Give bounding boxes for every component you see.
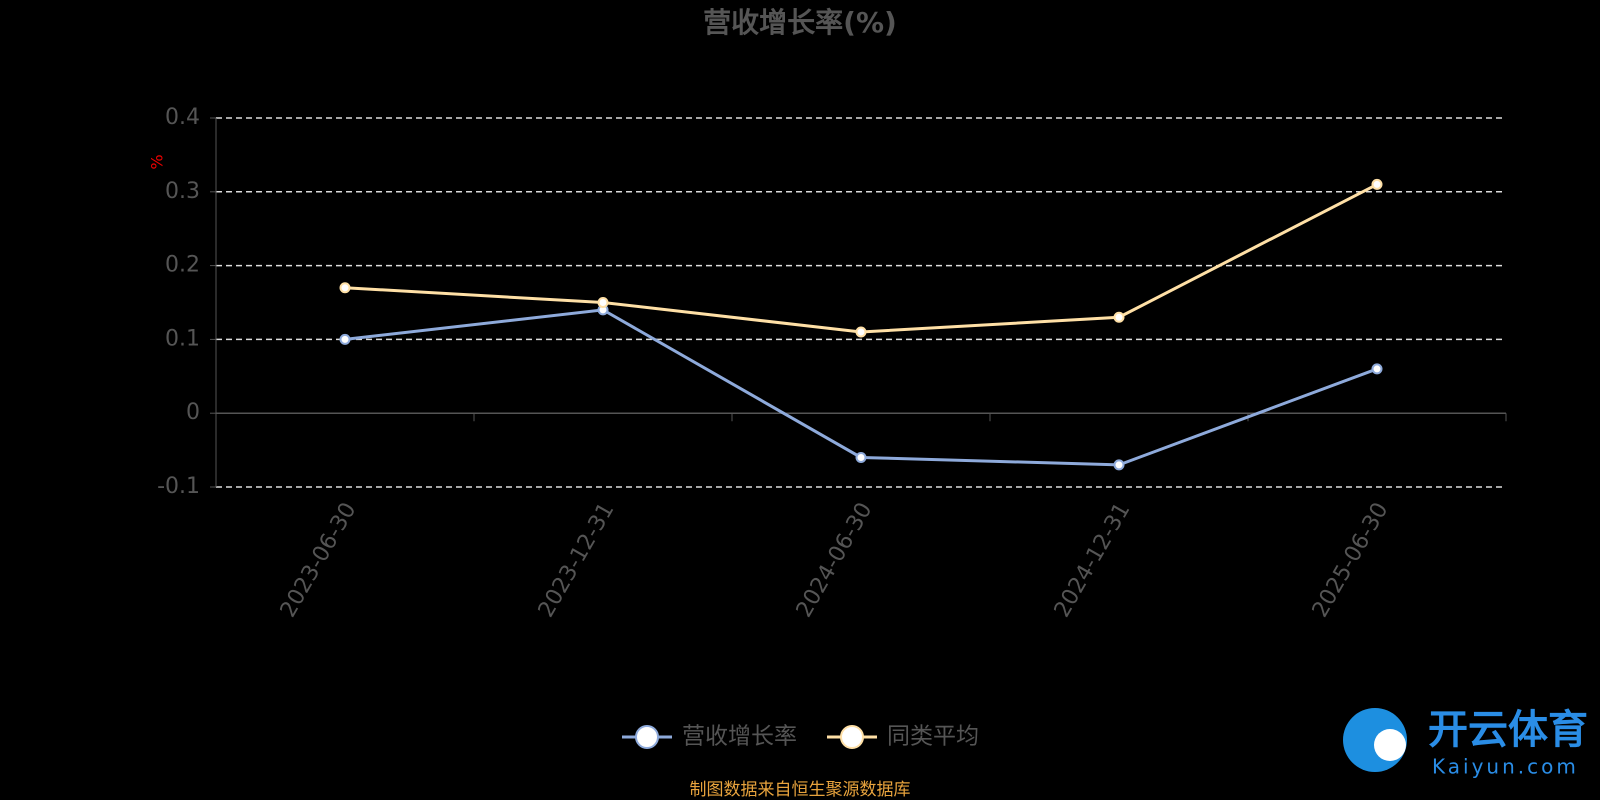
watermark-ball [1374, 729, 1406, 761]
legend-marker [635, 725, 659, 749]
data-point [1371, 363, 1383, 375]
data-point [1371, 178, 1383, 190]
y-tick-label: -0.1 [157, 474, 200, 499]
chart-title: 营收增长率(%) [703, 6, 897, 39]
y-tick-label: 0.1 [165, 326, 200, 351]
y-axis-label: % [148, 154, 167, 169]
watermark-name: 开云体育 [1428, 707, 1588, 753]
watermark-site: Kaiyun.com [1432, 755, 1579, 779]
data-point [855, 326, 867, 338]
source-note: 制图数据来自恒生聚源数据库 [690, 780, 911, 800]
y-tick-label: 0.4 [165, 105, 200, 130]
y-tick-label: 0.3 [165, 179, 200, 204]
legend-label: 营收增长率 [682, 724, 797, 750]
data-point [339, 333, 351, 345]
y-tick-label: 0.2 [165, 253, 200, 278]
data-point [339, 282, 351, 294]
legend: 营收增长率 同类平均 [622, 724, 979, 750]
data-point [855, 451, 867, 463]
data-point [597, 297, 609, 308]
watermark: 开云体育 Kaiyun.com [1343, 707, 1588, 779]
data-point [1113, 311, 1125, 323]
legend-label: 同类平均 [887, 724, 979, 750]
legend-marker [840, 725, 864, 749]
data-point [1113, 459, 1125, 471]
y-tick-label: 0 [186, 400, 200, 425]
